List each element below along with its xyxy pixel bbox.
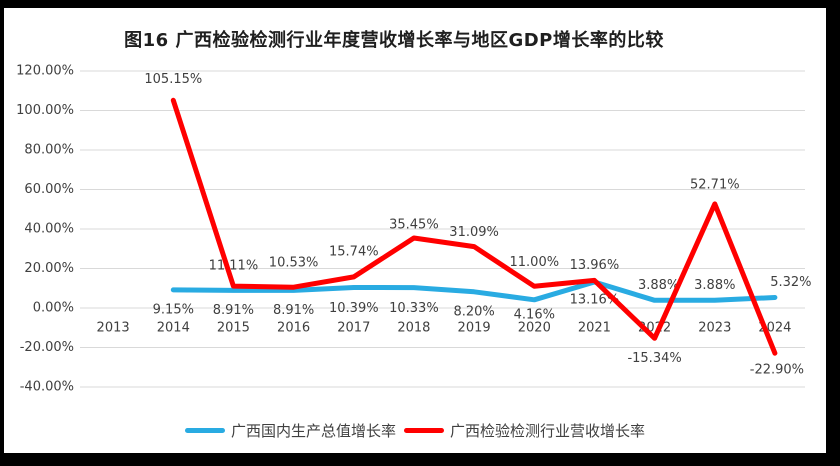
x-axis-labels: 2013 2014 2015 2016 2017 2018 2019 2020 2021 2022…	[97, 321, 792, 336]
y-tick-label: 0.00%	[33, 301, 74, 316]
y-tick-label: 80.00%	[24, 143, 74, 158]
legend-item-gdp: 广西国内生产总值增长率	[184, 420, 396, 441]
x-tick-label: 2014	[157, 321, 190, 336]
legend-label-gdp: 广西国内生产总值增长率	[230, 421, 396, 440]
data-label: 5.32%	[770, 275, 811, 290]
legend-label-revenue: 广西检验检测行业营收增长率	[450, 421, 646, 440]
data-label: 10.39%	[329, 301, 379, 316]
x-tick-label: 2016	[277, 321, 310, 336]
x-tick-label: 2023	[698, 321, 731, 336]
data-label: 4.16%	[514, 307, 555, 322]
data-label: 15.74%	[329, 244, 379, 259]
x-tick-label: 2021	[578, 321, 611, 336]
data-label: -15.34%	[627, 351, 681, 366]
y-tick-label: -20.00%	[20, 340, 74, 355]
x-tick-label: 2019	[458, 321, 491, 336]
legend: 广西国内生产总值增长率 广西检验检测行业营收增长率	[4, 419, 826, 441]
data-label: 3.88%	[638, 278, 679, 293]
data-label: 35.45%	[389, 218, 439, 233]
x-tick-label: 2020	[518, 321, 551, 336]
x-tick-label: 2015	[217, 321, 250, 336]
x-tick-label: 2017	[337, 321, 370, 336]
x-tick-label: 2018	[397, 321, 430, 336]
y-tick-label: 60.00%	[24, 182, 74, 197]
data-label: -22.90%	[750, 363, 804, 378]
data-label: 8.20%	[453, 304, 494, 319]
data-label: 9.15%	[153, 302, 194, 317]
data-label: 8.91%	[213, 303, 254, 318]
data-label: 3.88%	[694, 278, 735, 293]
legend-item-revenue: 广西检验检测行业营收增长率	[404, 420, 645, 441]
data-label: 11.00%	[510, 255, 560, 270]
revenue-line-swatch-icon	[404, 427, 444, 433]
y-tick-label: 20.00%	[24, 261, 74, 276]
data-label: 31.09%	[449, 225, 499, 240]
series-line-1	[170, 97, 778, 356]
chart-canvas-background	[4, 8, 826, 453]
data-label: 105.15%	[144, 72, 202, 87]
data-labels: 9.15% 8.91% 8.91% 10.39% 10.33% 8.20% 4.16% 13.…	[144, 72, 811, 378]
gdp-line-swatch-icon	[184, 427, 225, 433]
series-line-0	[170, 279, 778, 303]
data-label: 10.53%	[269, 256, 319, 271]
data-label: 13.16%	[570, 293, 620, 308]
data-label: 13.96%	[570, 258, 620, 273]
y-tick-label: 40.00%	[24, 222, 74, 237]
data-label: 52.71%	[690, 177, 740, 192]
y-tick-label: 120.00%	[16, 64, 74, 79]
x-tick-label: 2013	[97, 321, 130, 336]
y-tick-label: 100.00%	[16, 103, 74, 118]
chart-title: 图16 广西检验检测行业年度营收增长率与地区GDP增长率的比较	[124, 30, 664, 51]
data-label: 10.33%	[389, 301, 439, 316]
data-label: 8.91%	[273, 303, 314, 318]
y-tick-label: -40.00%	[20, 380, 74, 395]
data-label: 11.11%	[209, 259, 259, 274]
